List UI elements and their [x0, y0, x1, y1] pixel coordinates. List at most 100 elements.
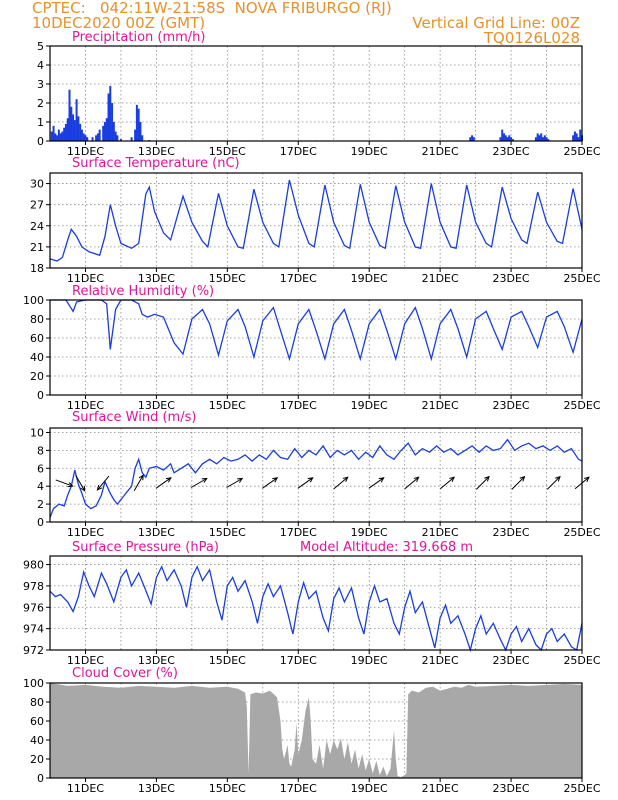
wind-xtick-label: 17DEC: [280, 526, 317, 539]
wind-arrow-head: [555, 475, 561, 482]
precip-bar: [95, 135, 98, 141]
wind-arrow: [404, 476, 419, 490]
precip-bar: [59, 133, 62, 141]
wind-arrow: [55, 479, 73, 487]
temp-ytick-label: 30: [30, 178, 44, 191]
rh-xtick-label: 19DEC: [351, 399, 388, 412]
precip-bar: [70, 106, 73, 141]
cloud-ytick-label: 40: [30, 734, 44, 747]
pressure-series-line: [49, 565, 583, 653]
temp-xtick-label: 23DEC: [493, 272, 530, 285]
precip-xtick-label: 23DEC: [493, 145, 530, 158]
precip-bar: [130, 137, 133, 141]
rh-xtick-label: 21DEC: [422, 399, 459, 412]
precip-ytick-label: 1: [37, 116, 44, 129]
pressure-annotation: Model Altitude: 319.668 m: [300, 540, 473, 555]
wind-series-line: [49, 438, 583, 518]
pressure-xtick-label: 21DEC: [422, 654, 459, 667]
precip-bar: [66, 118, 69, 141]
precip-bar: [511, 139, 514, 141]
cloud-xtick-label: 15DEC: [209, 782, 246, 795]
rh-frame: [49, 299, 583, 396]
precip-bar: [501, 129, 504, 141]
wind-arrow: [297, 477, 314, 489]
precip-bar: [472, 137, 475, 141]
wind-ytick-label: 8: [37, 444, 44, 457]
precip-bar: [499, 137, 502, 141]
rh-ytick-label: 0: [37, 389, 44, 402]
wind-arrow: [226, 478, 243, 488]
wind-ytick-label: 6: [37, 462, 44, 475]
precip-bar: [107, 93, 110, 141]
cloud-xtick-label: 23DEC: [493, 782, 530, 795]
wind-arrow: [97, 475, 110, 491]
rh-xtick-label: 11DEC: [67, 399, 104, 412]
precip-xtick-label: 15DEC: [209, 145, 246, 158]
temp-title: Surface Temperature (nC): [72, 156, 240, 171]
precip-bar: [536, 133, 539, 141]
pressure-xtick-label: 13DEC: [138, 654, 175, 667]
precip-ytick-label: 2: [37, 97, 44, 110]
wind-frame: [49, 427, 583, 523]
wind-xtick-label: 19DEC: [351, 526, 388, 539]
precip-bar: [68, 89, 71, 141]
wind-arrow: [333, 476, 349, 490]
pressure-xtick-label: 23DEC: [493, 654, 530, 667]
precip-bar: [98, 129, 101, 141]
wind-arrow: [155, 477, 172, 489]
wind-arrow-head: [413, 476, 420, 482]
wind-xtick-label: 25DEC: [563, 526, 600, 539]
wind-arrow-head: [378, 477, 385, 483]
precip-bar: [510, 137, 513, 141]
precip-bar: [73, 120, 76, 141]
precip-xtick-label: 19DEC: [351, 145, 388, 158]
precip-bar: [502, 133, 505, 141]
temp-xtick-label: 13DEC: [138, 272, 175, 285]
precip-bar: [112, 122, 115, 141]
temp-ytick-label: 21: [30, 241, 44, 254]
cloud-xtick-label: 25DEC: [563, 782, 600, 795]
wind-arrow: [190, 478, 208, 488]
temp-ytick-label: 24: [30, 220, 44, 233]
precip-xtick-label: 17DEC: [280, 145, 317, 158]
precip-bar: [534, 137, 537, 141]
cloud-ytick-label: 80: [30, 696, 44, 709]
precip-bar: [82, 133, 85, 141]
wind-ytick-label: 4: [37, 480, 44, 493]
wind-arrow-head: [484, 475, 490, 482]
rh-xtick-label: 15DEC: [209, 399, 246, 412]
precip-bar: [572, 135, 575, 141]
cloud-ytick-label: 20: [30, 753, 44, 766]
precip-bar: [84, 135, 87, 141]
rh-xtick-label: 17DEC: [280, 399, 317, 412]
precip-bar: [139, 122, 142, 141]
precip-bar: [538, 135, 541, 141]
precip-bar: [137, 108, 140, 141]
wind-arrow-head: [165, 477, 172, 483]
wind-arrow: [133, 474, 144, 492]
wind-arrow-head: [449, 476, 456, 482]
wind-arrow-head: [96, 484, 103, 491]
precip-frame: [49, 45, 583, 142]
wind-xtick-label: 11DEC: [67, 526, 104, 539]
precip-bar: [57, 129, 60, 141]
cloud-xtick-label: 11DEC: [67, 782, 104, 795]
precip-bar: [469, 137, 472, 141]
wind-arrow-head: [342, 476, 349, 482]
rh-xtick-label: 13DEC: [138, 399, 175, 412]
precip-bar: [575, 133, 578, 141]
precip-bar: [541, 137, 544, 141]
precip-bar: [105, 118, 108, 141]
wind-xtick-label: 23DEC: [493, 526, 530, 539]
precip-bar: [573, 131, 576, 141]
precip-xtick-label: 25DEC: [563, 145, 600, 158]
precip-bar: [52, 125, 55, 141]
precip-ytick-label: 4: [37, 59, 44, 72]
precip-bar: [96, 133, 99, 141]
wind-arrow: [511, 476, 525, 490]
wind-arrow-head: [138, 474, 144, 481]
precip-bar: [50, 131, 53, 141]
precip-bar: [135, 104, 138, 141]
precip-bar: [577, 137, 580, 141]
